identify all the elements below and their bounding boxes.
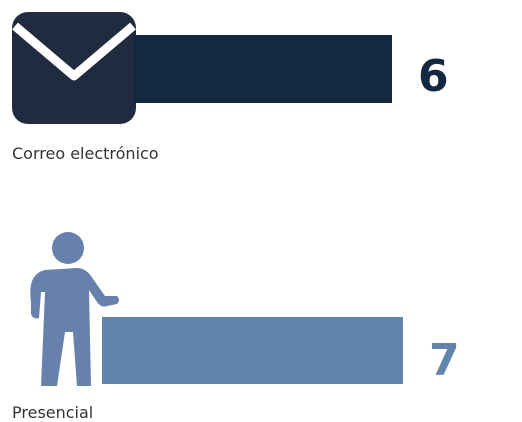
envelope-icon bbox=[12, 12, 136, 124]
person-icon bbox=[27, 232, 121, 388]
bar-presencial bbox=[102, 317, 403, 384]
category-label-email: Correo electrónico bbox=[12, 144, 159, 163]
value-label-email: 6 bbox=[418, 51, 449, 102]
category-label-presencial: Presencial bbox=[12, 403, 94, 422]
bar-email bbox=[134, 35, 392, 103]
value-label-presencial: 7 bbox=[429, 335, 460, 386]
